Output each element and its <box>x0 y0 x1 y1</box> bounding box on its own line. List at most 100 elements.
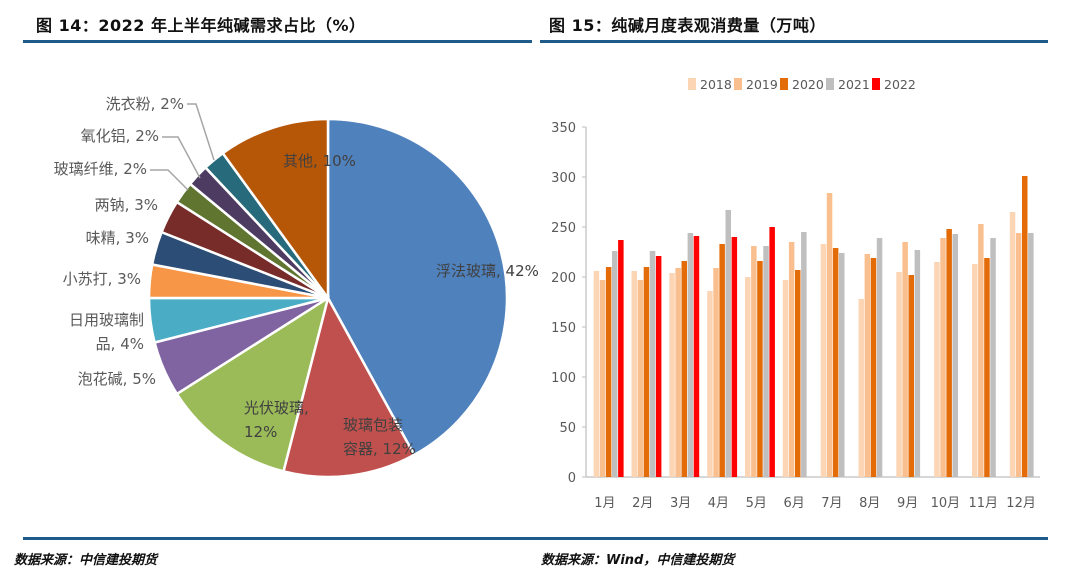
leader-line <box>162 136 201 179</box>
bar-2021 <box>952 234 958 477</box>
pie-label: 玻璃包装 <box>343 416 403 434</box>
bar-2018 <box>1009 212 1016 477</box>
x-tick-label: 11月 <box>968 496 998 511</box>
pie-label: 品, 4% <box>96 335 144 353</box>
bottom-rule <box>23 537 1048 540</box>
left-source: 数据来源：中信建投期货 <box>14 553 158 568</box>
x-tick-label: 1月 <box>594 496 615 511</box>
bar-2020 <box>832 248 839 477</box>
x-tick-label: 5月 <box>746 496 767 511</box>
legend-label: 2020 <box>792 77 824 92</box>
bar-2022 <box>769 227 775 477</box>
bar-2020 <box>984 258 990 477</box>
pie-label: 氧化铝, 2% <box>81 127 159 145</box>
pie-label: 浮法玻璃, 42% <box>436 262 539 280</box>
bar-2021 <box>839 253 845 477</box>
x-tick-label: 10月 <box>931 496 961 511</box>
x-tick-label: 7月 <box>821 496 842 511</box>
bar-2018 <box>858 299 864 477</box>
left-figure-title: 图 14：2022 年上半年纯碱需求占比（%） <box>36 16 366 35</box>
bar-2021 <box>990 238 996 477</box>
bar-2019 <box>864 254 871 477</box>
bar-2020 <box>643 267 650 477</box>
bar-2018 <box>669 273 675 477</box>
legend-swatch <box>688 78 696 90</box>
bar-2020 <box>1022 176 1028 477</box>
y-tick-label: 0 <box>568 471 576 486</box>
bar-2019 <box>902 242 908 477</box>
bar-2018 <box>896 272 902 477</box>
bar-2018 <box>631 271 637 477</box>
bar-2021 <box>687 233 694 477</box>
pie-label: 其他, 10% <box>283 152 356 170</box>
bar-2020 <box>908 275 914 477</box>
bar-2019 <box>751 246 757 477</box>
bar-2021 <box>914 250 921 477</box>
bar-2020 <box>870 258 877 477</box>
x-tick-label: 9月 <box>897 496 918 511</box>
pie-label: 小苏打, 3% <box>63 270 141 288</box>
legend-swatch <box>872 78 880 90</box>
pie-label: 容器, 12% <box>343 440 416 458</box>
y-tick-label: 100 <box>551 371 576 386</box>
legend-label: 2018 <box>700 77 732 92</box>
bar-2018 <box>745 277 751 477</box>
legend-label: 2019 <box>746 77 778 92</box>
pie-label: 两钠, 3% <box>95 196 158 214</box>
pie-slice <box>175 295 330 473</box>
bar-2020 <box>681 261 687 477</box>
pie-label: 洗衣粉, 2% <box>106 95 184 113</box>
legend-swatch <box>780 78 788 90</box>
bar-2019 <box>675 268 681 477</box>
x-tick-label: 6月 <box>783 496 804 511</box>
bar-2021 <box>801 232 807 477</box>
legend-swatch <box>826 78 834 90</box>
bar-2021 <box>876 238 883 477</box>
bar-2020 <box>795 270 801 477</box>
pie-slice <box>326 117 509 457</box>
y-tick-label: 250 <box>551 221 576 236</box>
leader-line <box>150 169 189 191</box>
bar-2022 <box>655 256 662 477</box>
bar-2018 <box>934 262 940 477</box>
left-title-rule <box>23 40 532 43</box>
pie-label: 玻璃纤维, 2% <box>54 160 147 178</box>
bar-2022 <box>693 236 700 477</box>
y-tick-label: 150 <box>551 321 576 336</box>
bar-2020 <box>946 229 952 477</box>
bar-2019 <box>788 242 795 477</box>
leader-line <box>187 103 215 161</box>
legend-label: 2022 <box>884 77 916 92</box>
bar-2019 <box>599 280 606 477</box>
bar-2021 <box>612 251 618 477</box>
right-title-rule <box>540 40 1048 43</box>
bar-2019 <box>826 193 833 477</box>
bar-chart: 0 50 100 150 200 250 300 350 1月 2月 3月 4月 5月 6月 7月 8月 9月 1… <box>551 77 1040 511</box>
pie-slice <box>221 117 330 302</box>
bar-2018 <box>707 291 713 477</box>
y-tick-label: 350 <box>551 121 576 136</box>
pie-slice <box>281 294 416 479</box>
bar-2018 <box>972 264 978 477</box>
pie-label: 泡花碱, 5% <box>78 370 156 388</box>
legend-label: 2021 <box>838 77 870 92</box>
bar-2019 <box>978 224 984 477</box>
bar-2021 <box>649 251 656 477</box>
bar-2019 <box>940 238 946 477</box>
x-tick-label: 2月 <box>632 496 653 511</box>
bar-2020 <box>605 267 612 477</box>
y-tick-label: 300 <box>551 171 576 186</box>
bar-2021 <box>725 210 731 477</box>
bar-2021 <box>1028 233 1034 477</box>
x-tick-label: 4月 <box>708 496 729 511</box>
legend-swatch <box>734 78 742 90</box>
bar-2018 <box>820 244 827 477</box>
bar-2019 <box>713 268 719 477</box>
x-tick-label: 8月 <box>859 496 880 511</box>
pie-label: 味精, 3% <box>86 229 149 247</box>
bar-2018 <box>782 280 789 477</box>
pie-label: 日用玻璃制 <box>69 311 144 329</box>
x-tick-label: 3月 <box>670 496 691 511</box>
y-tick-label: 200 <box>551 271 576 286</box>
